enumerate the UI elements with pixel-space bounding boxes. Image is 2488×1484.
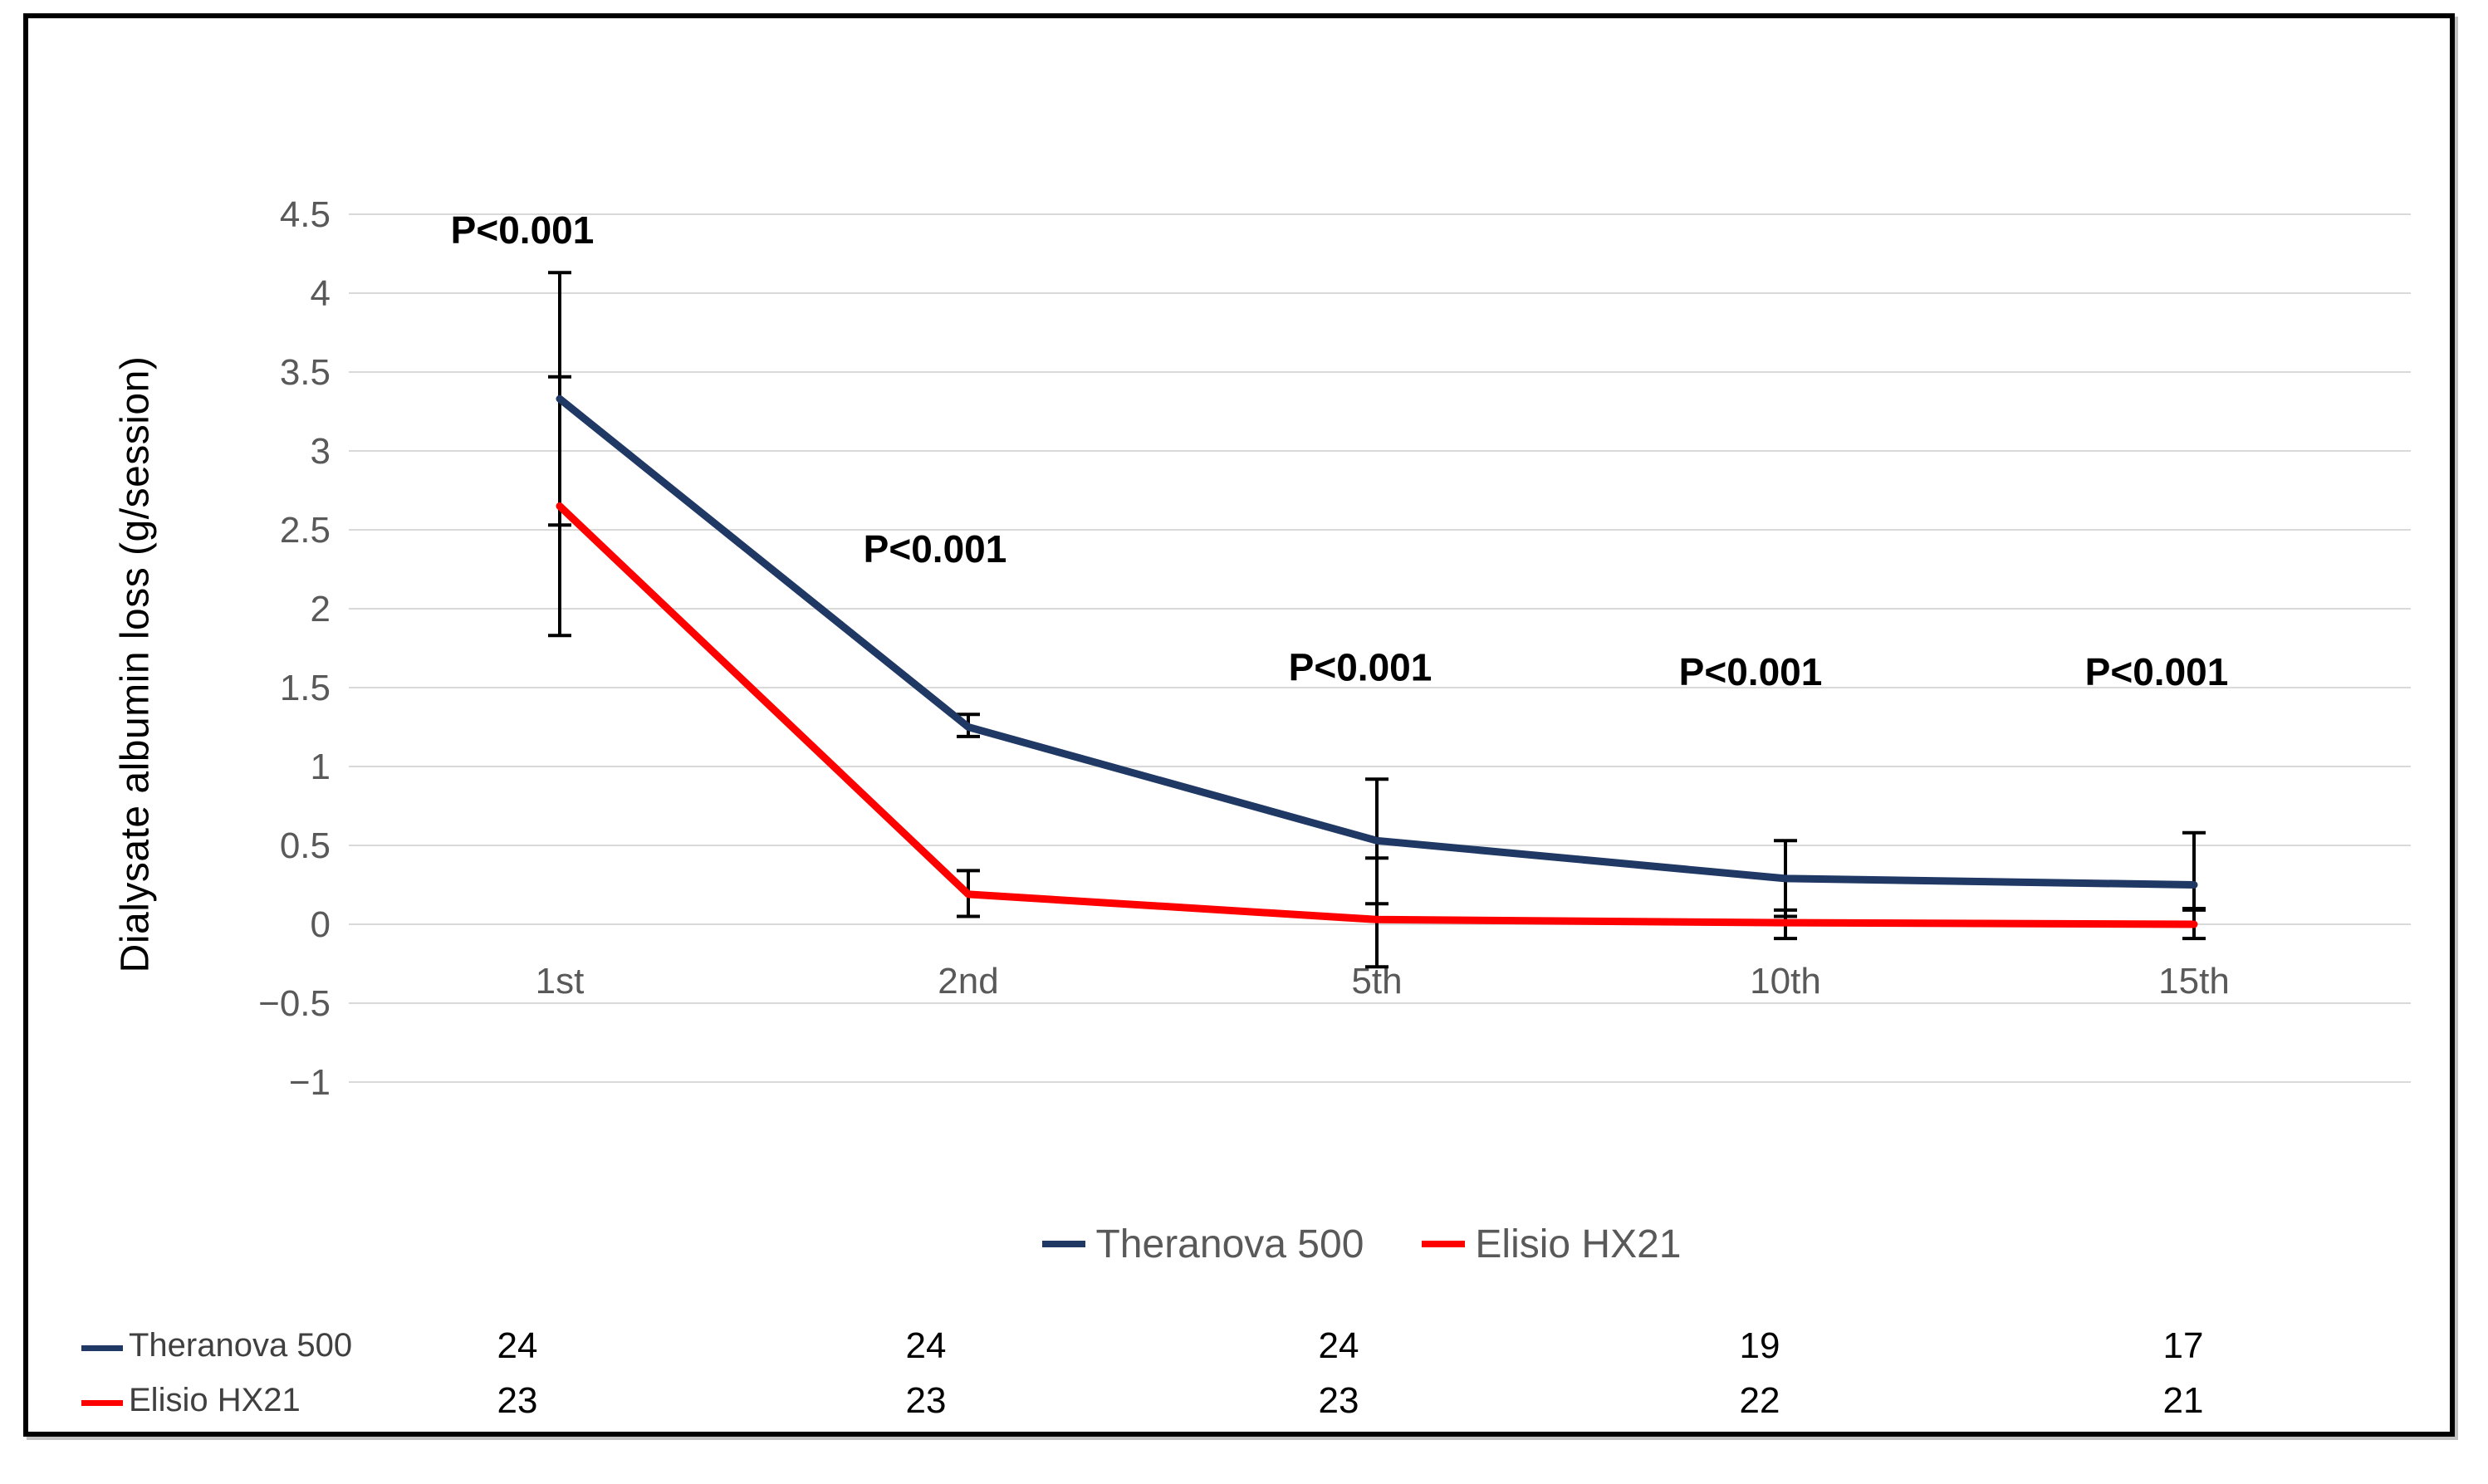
p-value-annotation: P<0.001: [1679, 650, 1823, 693]
elisio-count-15th: 21: [2162, 1380, 2204, 1421]
theranova-500-line-swatch-icon: [1042, 1241, 1086, 1247]
p-value-annotation: P<0.001: [2085, 650, 2229, 693]
theranova-count-5th: 24: [1318, 1325, 1359, 1366]
counts-row-label-theranova-500: Theranova 500: [129, 1327, 353, 1364]
series-line-theranova-500: [556, 394, 2198, 889]
y-tick-label: 1: [311, 747, 331, 787]
chart-legend: Theranova 500 Elisio HX21: [349, 1211, 2375, 1277]
legend-label-theranova-500: Theranova 500: [1095, 1222, 1364, 1266]
p-value-annotation: P<0.001: [451, 208, 595, 252]
y-tick-label: −1: [289, 1062, 331, 1103]
theranova-count-15th: 17: [2162, 1325, 2204, 1366]
elisio-hx21-line-swatch-icon: [81, 1400, 123, 1406]
y-tick-label: 1.5: [280, 668, 331, 708]
counts-row-label-elisio-hx21: Elisio HX21: [129, 1382, 301, 1418]
x-tick-label: 10th: [1750, 961, 1821, 1002]
legend-item-theranova-500: Theranova 500: [1042, 1222, 1364, 1267]
p-value-annotation: P<0.001: [864, 527, 1007, 571]
y-tick-label: 3.5: [280, 352, 331, 393]
chart-outer-border: [23, 13, 2455, 1437]
elisio-count-1st: 23: [497, 1380, 538, 1421]
elisio-count-2nd: 23: [905, 1380, 947, 1421]
x-tick-label: 2nd: [938, 961, 998, 1002]
theranova-500-line-swatch-icon: [81, 1345, 123, 1351]
theranova-count-10th: 19: [1739, 1325, 1780, 1366]
elisio-hx21-line-swatch-icon: [1422, 1241, 1466, 1247]
y-tick-label: 2: [311, 589, 331, 629]
theranova-count-2nd: 24: [905, 1325, 947, 1366]
p-value-annotation: P<0.001: [1289, 645, 1433, 688]
y-tick-label: 3: [311, 431, 331, 472]
y-tick-label: 2.5: [280, 510, 331, 551]
y-tick-label: 4: [311, 273, 331, 314]
y-tick-label: −0.5: [258, 983, 331, 1024]
elisio-count-10th: 22: [1739, 1380, 1780, 1421]
y-tick-label: 4.5: [280, 194, 331, 235]
y-tick-label: 0.5: [280, 825, 331, 866]
y-tick-label: 0: [311, 904, 331, 945]
legend-item-elisio-hx21: Elisio HX21: [1422, 1222, 1682, 1267]
series-line-elisio-hx21: [556, 502, 2198, 928]
elisio-count-5th: 23: [1318, 1380, 1359, 1421]
x-tick-label: 1st: [536, 961, 585, 1002]
legend-label-elisio-hx21: Elisio HX21: [1475, 1222, 1682, 1266]
theranova-count-1st: 24: [497, 1325, 538, 1366]
x-tick-label: 15th: [2158, 961, 2230, 1002]
